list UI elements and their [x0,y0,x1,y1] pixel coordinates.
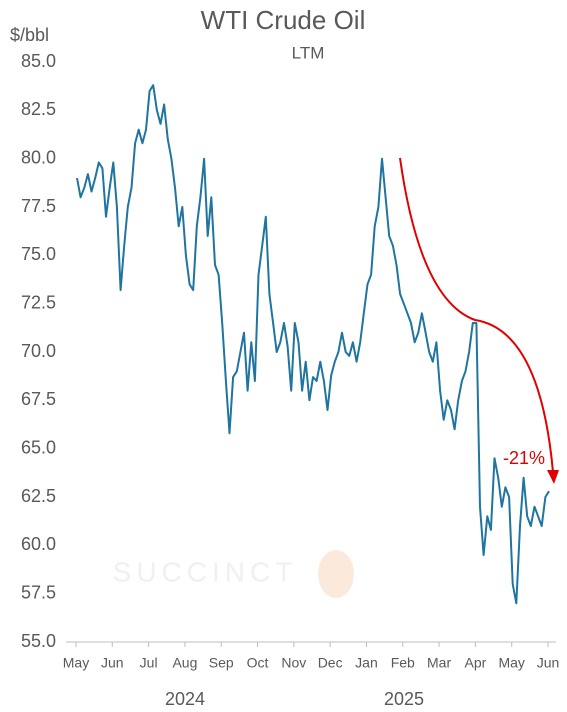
x-tick-label: Jan [355,655,378,671]
y-tick-label: 70.0 [21,341,56,361]
y-tick-label: 67.5 [21,389,56,409]
y-tick-label: 60.0 [21,534,56,554]
y-tick-label: 62.5 [21,486,56,506]
y-tick-label: 65.0 [21,437,56,457]
y-tick-label: 77.5 [21,196,56,216]
chart-title: WTI Crude Oil [201,5,366,35]
x-tick-label: Jun [101,655,124,671]
x-tick-label: May [63,655,89,671]
chart-subtitle: LTM [292,43,325,62]
price-line [76,84,550,605]
year-label: 2024 [165,689,205,709]
y-tick-label: 72.5 [21,292,56,312]
year-label: 2025 [384,689,424,709]
y-tick-label: 75.0 [21,244,56,264]
y-tick-label: 57.5 [21,582,56,602]
y-axis-label: $/bbl [10,25,49,45]
x-tick-label: Jun [537,655,560,671]
y-tick-label: 85.0 [21,51,56,71]
x-tick-label: Apr [464,655,486,671]
x-tick-label: Dec [318,655,343,671]
watermark-logo [318,550,354,598]
arrow-head [547,470,559,484]
y-tick-label: 82.5 [21,99,56,119]
y-tick-label: 55.0 [21,631,56,651]
annotation-label: -21% [503,448,545,468]
x-tick-label: Sep [209,655,234,671]
x-tick-label: Oct [247,655,269,671]
x-tick-label: May [498,655,524,671]
x-tick-label: Jul [140,655,158,671]
x-tick-label: Aug [172,655,197,671]
trend-arrow [399,157,554,473]
x-tick-label: Nov [281,655,306,671]
x-tick-label: Feb [391,655,415,671]
y-tick-label: 80.0 [21,147,56,167]
watermark: SUCCINCT [113,556,298,587]
x-tick-label: Mar [427,655,451,671]
